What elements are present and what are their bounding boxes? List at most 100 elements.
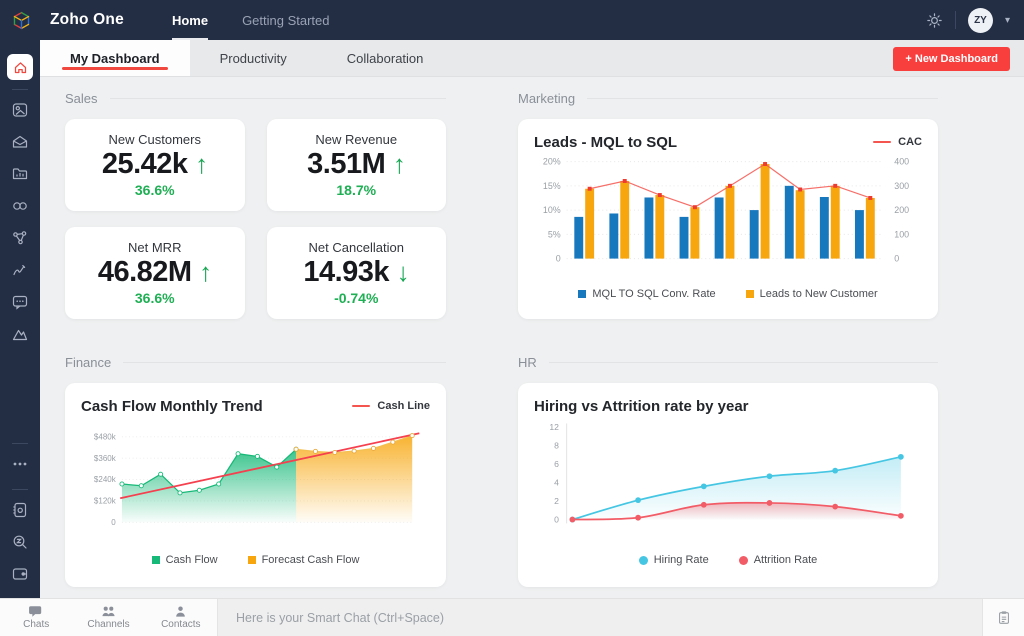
sidebar-more[interactable]: [11, 455, 29, 473]
settings-gear-icon[interactable]: [926, 12, 943, 29]
dashboard-tabstrip: My Dashboard Productivity Collaboration …: [40, 40, 1024, 77]
finance-section-header: Finance: [65, 353, 446, 371]
search-icon: [13, 535, 27, 549]
sales-kpi-grid: New Customers 25.42k ↑ 36.6% New Revenue…: [65, 119, 446, 319]
clipboard-button[interactable]: [982, 599, 1024, 636]
home-icon: [14, 61, 26, 73]
leads-chart: 20% 400 15% 300 10% 200 5% 100 0 0: [543, 157, 909, 264]
svg-text:200: 200: [894, 205, 909, 215]
sidebar-item-zia-search[interactable]: [11, 533, 29, 551]
svg-text:15%: 15%: [543, 181, 561, 191]
sidebar-item-analytics[interactable]: [11, 325, 29, 343]
network-icon: [13, 231, 27, 245]
sidebar-item-crm[interactable]: [11, 101, 29, 119]
kpi-card-new-revenue: New Revenue 3.51M ↑ 18.7%: [266, 119, 446, 211]
dashboard-content: Sales New Customers 25.42k ↑ 36.6% New R…: [40, 77, 1024, 587]
user-avatar[interactable]: ZY: [967, 7, 993, 33]
kpi-change: 36.6%: [134, 290, 175, 307]
cash-line-legend: Cash Line: [352, 400, 430, 412]
sales-section-title: Sales: [65, 90, 98, 106]
zoho-one-logo-icon[interactable]: [0, 0, 42, 40]
sidebar-item-links[interactable]: [11, 197, 29, 215]
kpi-title: Net Cancellation: [308, 240, 404, 255]
sidebar-divider: [12, 89, 28, 90]
hiring-legend: Hiring Rate Attrition Rate: [534, 551, 922, 569]
crm-icon: [12, 103, 28, 117]
sidebar-item-mail[interactable]: [11, 133, 29, 151]
sidebar-divider: [12, 443, 28, 444]
new-dashboard-button[interactable]: + New Dashboard: [893, 47, 1010, 71]
smart-chat-input-wrap: [218, 599, 982, 636]
mountain-chart-icon: [12, 329, 28, 341]
mail-icon: [12, 135, 28, 148]
avatar-caret-icon[interactable]: ▾: [1004, 14, 1010, 26]
svg-text:12: 12: [549, 422, 559, 432]
kpi-value: 14.93k ↓: [303, 256, 410, 288]
tab-productivity[interactable]: Productivity: [219, 50, 287, 66]
cyan-dot-swatch: [638, 555, 648, 565]
sidebar-item-files[interactable]: [11, 165, 29, 183]
hr-section-title: HR: [518, 354, 537, 370]
channels-icon: [102, 606, 115, 617]
cash-flow-chart-card: Cash Flow Monthly Trend Cash Line $480k $…: [65, 383, 446, 587]
kpi-change: 36.6%: [134, 182, 175, 199]
sidebar-item-cliq[interactable]: [11, 293, 29, 311]
folder-chart-icon: [12, 168, 28, 180]
down-arrow-icon: ↓: [396, 257, 410, 287]
hr-section-header: HR: [518, 353, 938, 371]
svg-text:0: 0: [894, 254, 899, 264]
up-arrow-icon: ↑: [199, 257, 212, 287]
svg-text:$480k: $480k: [94, 432, 117, 441]
section-divider: [109, 97, 446, 99]
hiring-chart-title: Hiring vs Attrition rate by year: [534, 397, 749, 415]
sidebar-item-social[interactable]: [11, 229, 29, 247]
top-bar: Zoho One Home Getting Started ZY ▾: [0, 0, 1024, 40]
tab-my-dashboard[interactable]: My Dashboard: [40, 40, 190, 76]
svg-text:$360k: $360k: [94, 454, 117, 463]
sidebar-divider: [12, 489, 28, 490]
sales-section-header: Sales: [65, 89, 446, 107]
sidebar-item-sign[interactable]: [11, 261, 29, 279]
kpi-value: 25.42k ↑: [101, 148, 208, 180]
svg-text:20%: 20%: [543, 157, 561, 167]
red-dot-swatch: [738, 555, 748, 565]
blue-swatch: [578, 290, 587, 298]
sidebar-item-home[interactable]: [7, 54, 33, 80]
cac-legend: CAC: [873, 136, 922, 148]
clipboard-icon: [998, 610, 1009, 624]
sidebar-item-books[interactable]: [11, 565, 29, 583]
svg-text:400: 400: [894, 157, 909, 167]
kpi-card-net-mrr: Net MRR 46.82M ↑ 36.6%: [65, 227, 245, 319]
kpi-title: New Customers: [108, 132, 201, 147]
wallet-icon: [12, 568, 28, 580]
green-swatch: [151, 556, 160, 564]
nav-home[interactable]: Home: [171, 0, 209, 40]
more-dots-icon: [13, 462, 27, 466]
kpi-value: 46.82M ↑: [97, 256, 212, 288]
red-line-swatch: [873, 141, 892, 143]
leads-chart-title: Leads - MQL to SQL: [534, 133, 678, 151]
svg-text:100: 100: [894, 229, 909, 239]
kpi-card-net-cancellation: Net Cancellation 14.93k ↓ -0.74%: [266, 227, 446, 319]
chat-tab-chats[interactable]: Chats: [0, 599, 72, 636]
chat-tab-channels[interactable]: Channels: [72, 599, 144, 636]
svg-text:10%: 10%: [543, 205, 561, 215]
svg-text:2: 2: [554, 496, 559, 506]
chat-tab-contacts[interactable]: Contacts: [145, 599, 217, 636]
signature-icon: [13, 265, 26, 276]
sidebar-item-notebook[interactable]: [11, 501, 29, 519]
top-nav: Home Getting Started: [171, 0, 330, 40]
tab-collaboration[interactable]: Collaboration: [346, 50, 424, 66]
cash-flow-chart-title: Cash Flow Monthly Trend: [81, 397, 263, 415]
kpi-title: New Revenue: [315, 132, 398, 147]
svg-text:$120k: $120k: [94, 497, 117, 506]
nav-getting-started[interactable]: Getting Started: [242, 12, 330, 28]
smart-chat-input[interactable]: [236, 610, 945, 625]
marketing-section-header: Marketing: [518, 89, 938, 107]
section-divider: [123, 361, 446, 363]
kpi-value: 3.51M ↑: [307, 148, 406, 180]
section-divider: [587, 97, 938, 99]
link-circles-icon: [13, 202, 27, 210]
notebook-icon: [13, 502, 27, 518]
topbar-divider: [954, 11, 956, 29]
